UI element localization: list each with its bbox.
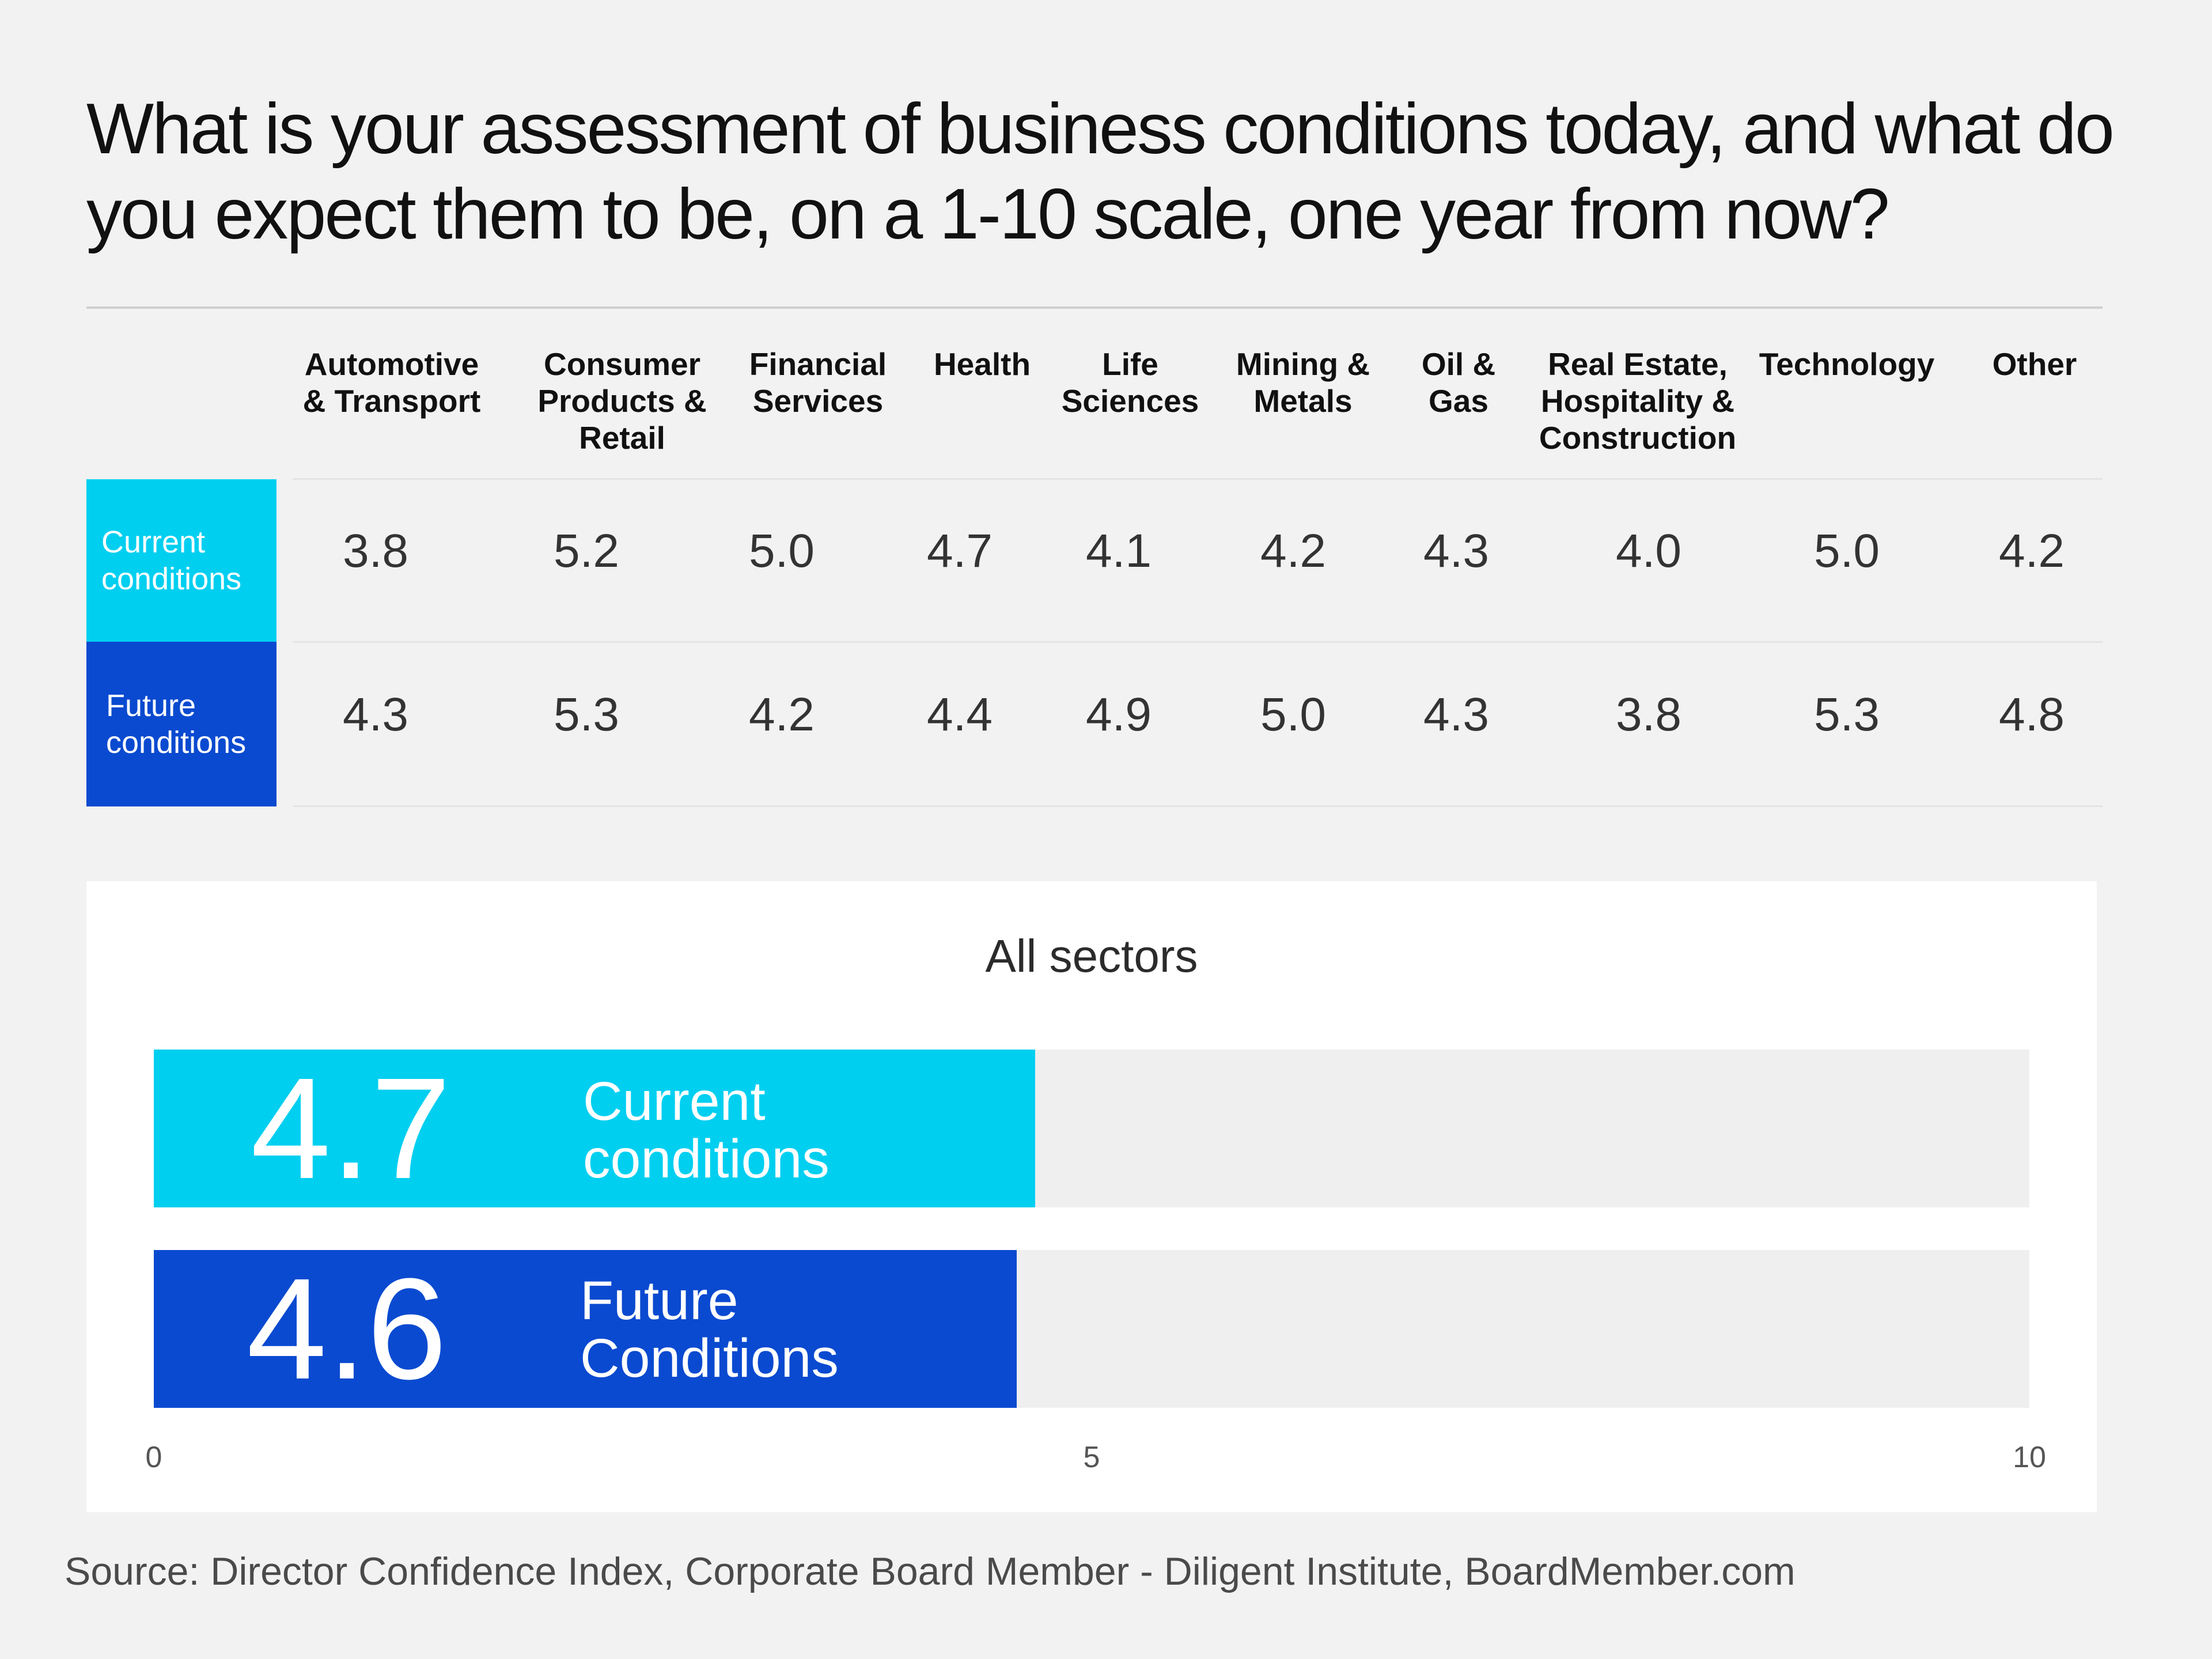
row-header-future: Future conditions xyxy=(86,642,276,806)
source-note: Source: Director Confidence Index, Corpo… xyxy=(65,1550,1796,1593)
bar-track-current: 4.7 Current conditions xyxy=(154,1050,2029,1207)
bar-future-label-line1: Future xyxy=(580,1270,738,1331)
col-header-financial: Financial Services xyxy=(749,346,887,419)
table-row-divider xyxy=(293,805,2103,807)
cell-current-real-estate: 4.0 xyxy=(1616,525,1681,577)
header-divider xyxy=(86,306,2103,309)
col-header-other: Other xyxy=(1992,346,2077,382)
col-header-oil-gas: Oil & Gas xyxy=(1421,346,1496,419)
cell-current-financial: 5.0 xyxy=(749,525,815,577)
cell-future-financial: 4.2 xyxy=(749,688,815,741)
cell-current-automotive: 3.8 xyxy=(343,525,408,577)
cell-future-life-sciences: 4.9 xyxy=(1086,688,1152,741)
cell-current-other: 4.2 xyxy=(1999,525,2065,577)
cell-future-real-estate: 3.8 xyxy=(1616,688,1681,741)
x-tick-5: 5 xyxy=(1083,1441,1100,1474)
bar-current-label-line1: Current xyxy=(583,1071,766,1132)
col-header-life-sciences: Life Sciences xyxy=(1061,346,1199,419)
bar-future-label-line2: Conditions xyxy=(580,1328,839,1389)
col-header-automotive: Automotive & Transport xyxy=(302,346,481,419)
cell-current-technology: 5.0 xyxy=(1814,525,1880,577)
bar-current xyxy=(154,1050,1036,1207)
bar-future-value: 4.6 xyxy=(247,1248,447,1409)
cell-current-health: 4.7 xyxy=(927,525,993,577)
x-tick-0: 0 xyxy=(145,1441,162,1474)
bar-future-label: Future Conditions xyxy=(580,1272,839,1387)
x-tick-10: 10 xyxy=(2013,1441,2046,1474)
bar-current-value: 4.7 xyxy=(251,1048,451,1209)
chart-title: What is your assessment of business cond… xyxy=(86,89,2115,254)
row-header-current: Current conditions xyxy=(86,479,276,642)
col-header-mining: Mining & Metals xyxy=(1236,346,1370,419)
col-header-consumer: Consumer Products & Retail xyxy=(537,346,707,456)
cell-current-oil-gas: 4.3 xyxy=(1423,525,1489,577)
cell-current-consumer: 5.2 xyxy=(554,525,619,577)
bar-current-label: Current conditions xyxy=(583,1073,830,1188)
bar-track-future: 4.6 Future Conditions xyxy=(154,1250,2029,1408)
bar-current-label-line2: conditions xyxy=(583,1128,830,1190)
row-header-future-line1: Future xyxy=(106,688,196,723)
table-row-divider xyxy=(293,641,2103,643)
all-sectors-title: All sectors xyxy=(985,930,1198,982)
col-header-health: Health xyxy=(933,346,1031,382)
cell-current-mining: 4.2 xyxy=(1260,525,1326,577)
all-sectors-panel: All sectors 4.7 Current conditions 4.6 F… xyxy=(86,881,2097,1512)
row-header-future-line2: conditions xyxy=(106,725,247,760)
cell-future-other: 4.8 xyxy=(1999,688,2065,741)
cell-future-consumer: 5.3 xyxy=(554,688,619,741)
cell-future-health: 4.4 xyxy=(927,688,993,741)
row-header-current-line1: Current xyxy=(101,525,206,559)
cell-future-oil-gas: 4.3 xyxy=(1423,688,1489,741)
row-header-current-line2: conditions xyxy=(101,562,242,596)
col-header-real-estate: Real Estate, Hospitality & Construction xyxy=(1539,346,1737,456)
cell-future-technology: 5.3 xyxy=(1814,688,1880,741)
bar-future xyxy=(154,1250,1017,1408)
cell-current-life-sciences: 4.1 xyxy=(1086,525,1152,577)
col-header-technology: Technology xyxy=(1759,346,1935,382)
cell-future-mining: 5.0 xyxy=(1260,688,1326,741)
cell-future-automotive: 4.3 xyxy=(343,688,408,741)
table-row-divider xyxy=(293,478,2103,480)
